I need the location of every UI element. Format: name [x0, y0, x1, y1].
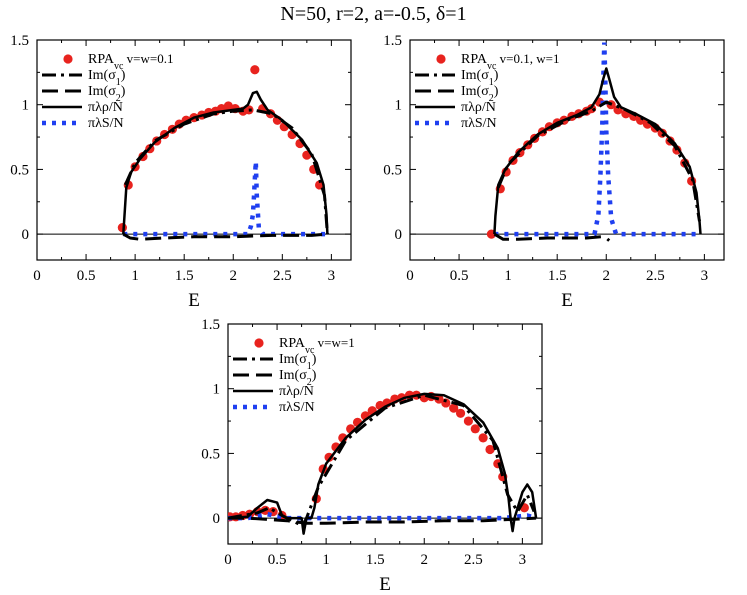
series-line-dash	[228, 516, 537, 525]
series-line-solid	[228, 392, 538, 535]
x-axis-label: E	[188, 290, 200, 311]
rpa-point	[441, 398, 451, 408]
x-tick-label: 2.5	[464, 552, 483, 568]
legend-label: Im(σ2)	[279, 368, 317, 388]
panel-top-left: 0 0.5 1 1.5 2 2.5 3 0 0.5 1 1.5 E RPAvc v=w=0.1Im(σ1…	[10, 33, 352, 311]
series-line-dashdot	[123, 108, 329, 235]
x-tick-label: 1	[504, 268, 512, 284]
legend-label: Im(σ2)	[461, 84, 499, 104]
series-line-solid	[493, 67, 702, 235]
y-tick-label: 1	[395, 98, 403, 114]
legend-label: RPAvc v=0.1, w=1	[461, 51, 559, 72]
rpa-point	[485, 444, 495, 455]
x-tick-label: 2.5	[273, 268, 292, 284]
legend-marker	[254, 338, 264, 348]
legend-label: πλS/N	[279, 400, 315, 415]
legend-label: Im(σ2)	[88, 84, 126, 104]
legend-label: πλρ/N	[461, 100, 496, 115]
x-tick-label: 0	[224, 552, 232, 568]
x-tick-label: 1.5	[366, 552, 385, 568]
rpa-point	[434, 394, 444, 404]
series-line-dash	[122, 232, 328, 241]
x-axis-label: E	[561, 290, 573, 311]
legend-label: πλS/N	[461, 116, 497, 131]
legend-label: RPAvc v=w=0.1	[88, 51, 173, 72]
figure-title: N=50, r=2, a=-0.5, δ=1	[280, 3, 467, 25]
series-line-dashdot	[228, 393, 536, 528]
legend-label: Im(σ1)	[279, 352, 317, 372]
legend-label: πλS/N	[88, 116, 124, 131]
legend-label: πλρ/N	[88, 100, 123, 115]
y-tick-label: 1	[213, 382, 221, 398]
y-tick-label: 1	[22, 98, 30, 114]
rpa-point	[250, 65, 260, 75]
axes-frame	[227, 323, 543, 545]
y-tick-label: 0	[22, 227, 30, 243]
series-line-dotted	[494, 42, 701, 237]
legend-label: Im(σ1)	[461, 68, 499, 88]
plot-area	[228, 390, 538, 535]
x-tick-label: 2	[230, 268, 238, 284]
y-tick-label: 0.5	[201, 446, 220, 462]
legend-label: RPAvc v=w=1	[279, 335, 355, 356]
x-tick-label: 3	[328, 268, 336, 284]
plot-area	[117, 65, 329, 241]
rpa-point	[449, 403, 459, 413]
rpa-point	[470, 424, 480, 434]
x-tick-label: 0	[406, 268, 414, 284]
legend-label: πλρ/N	[279, 384, 314, 399]
y-tick-label: 1.5	[383, 33, 402, 49]
y-tick-label: 1.5	[10, 33, 29, 49]
x-tick-label: 0.5	[268, 552, 287, 568]
rpa-point	[455, 408, 466, 418]
legend-marker	[63, 54, 73, 64]
panel-bottom: 0 0.5 1 1.5 2 2.5 3 0 0.5 1 1.5 E RPAvc v=w=1Im(σ1)I…	[201, 317, 543, 595]
x-tick-label: 0.5	[450, 268, 469, 284]
x-tick-label: 2	[421, 552, 429, 568]
y-tick-label: 0	[213, 511, 221, 527]
axes-frame	[36, 39, 352, 261]
series-line-dashdot	[496, 100, 701, 222]
x-tick-label: 2	[603, 268, 611, 284]
y-tick-label: 0.5	[10, 162, 29, 178]
rpa-point	[478, 433, 488, 443]
x-tick-label: 1	[131, 268, 139, 284]
y-tick-label: 0.5	[383, 162, 402, 178]
legend-marker	[436, 54, 446, 64]
x-tick-label: 1.5	[175, 268, 194, 284]
x-tick-label: 2.5	[646, 268, 665, 284]
x-tick-label: 3	[701, 268, 709, 284]
x-tick-label: 3	[519, 552, 527, 568]
series-line-dotted	[123, 161, 328, 237]
x-tick-label: 1	[322, 552, 330, 568]
axes-frame	[409, 39, 725, 261]
y-tick-label: 0	[395, 227, 403, 243]
y-tick-label: 1.5	[201, 317, 220, 333]
legend-label: Im(σ1)	[88, 68, 126, 88]
series-line-dash	[493, 232, 611, 242]
plot-area	[486, 42, 702, 242]
x-tick-label: 0.5	[77, 268, 96, 284]
x-tick-label: 0	[33, 268, 41, 284]
rpa-point	[463, 416, 474, 426]
x-axis-label: E	[379, 574, 391, 595]
x-tick-label: 1.5	[548, 268, 567, 284]
series-line-solid	[122, 90, 329, 235]
